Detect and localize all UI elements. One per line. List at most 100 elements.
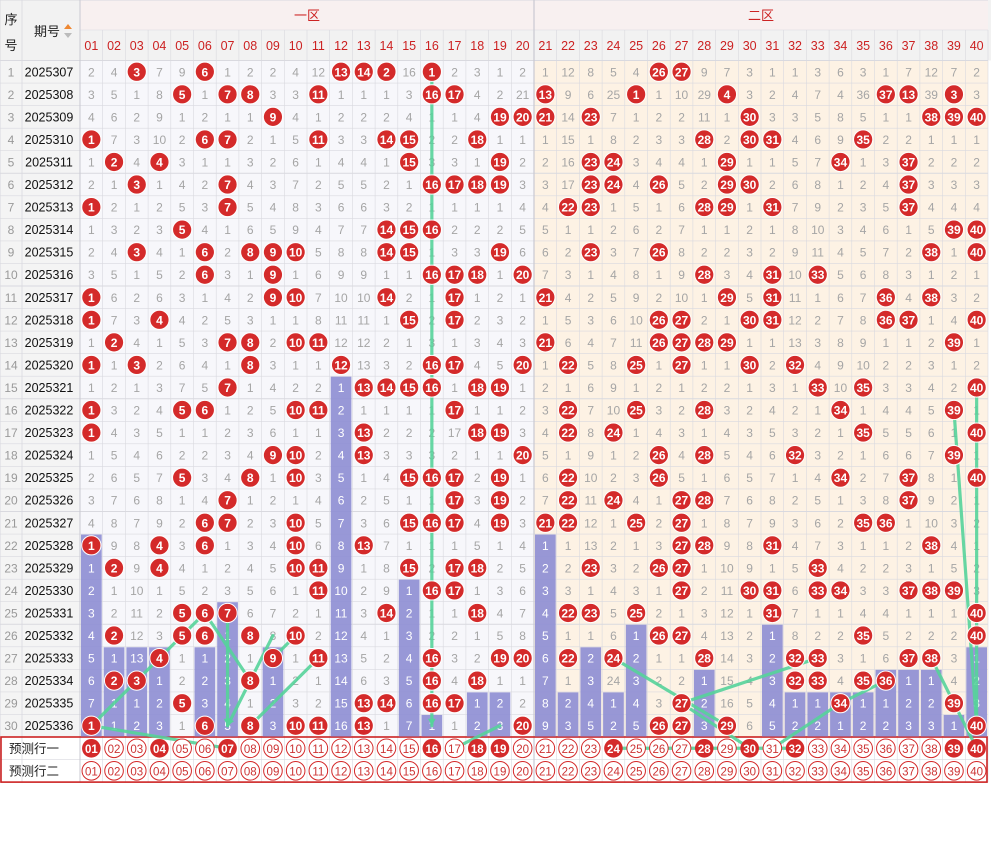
- omission-value: 2: [724, 381, 731, 395]
- omission-value: 1: [746, 381, 753, 395]
- omission-value: 3: [792, 516, 799, 530]
- omission-value: 1: [724, 223, 731, 237]
- forecast-number: 13: [357, 766, 370, 778]
- omission-value: 1: [837, 178, 844, 192]
- omission-value: 5: [724, 449, 731, 463]
- forecast-number: 20: [516, 766, 529, 778]
- omission-value: 1: [814, 291, 821, 305]
- omission-value: 2: [860, 561, 867, 575]
- omission-value: 1: [542, 358, 549, 372]
- omission-value: 1: [179, 652, 186, 666]
- omission-value: 3: [769, 110, 776, 124]
- omission-value: 1: [224, 223, 231, 237]
- drawn-ball-value: 17: [448, 561, 462, 575]
- omission-value: 2: [769, 652, 776, 666]
- forecast-number: 31: [766, 766, 779, 778]
- drawn-ball-value: 22: [561, 494, 575, 508]
- row-seq: 12: [4, 313, 18, 327]
- drawn-ball-value: 10: [289, 516, 303, 530]
- omission-value: 1: [565, 629, 572, 643]
- omission-value: 1: [519, 133, 526, 147]
- omission-value: 9: [111, 539, 118, 553]
- omission-value: 3: [202, 201, 209, 215]
- forecast-number: 09: [267, 766, 280, 778]
- omission-value: 7: [837, 313, 844, 327]
- omission-value: 3: [792, 110, 799, 124]
- omission-value: 1: [406, 404, 413, 418]
- omission-value: 2: [905, 629, 912, 643]
- omission-value: 8: [156, 494, 163, 508]
- omission-value: 5: [88, 652, 95, 666]
- drawn-ball-value: 34: [834, 471, 848, 485]
- omission-value: 9: [360, 268, 367, 282]
- omission-value: 8: [928, 471, 935, 485]
- omission-value: 8: [883, 494, 890, 508]
- drawn-ball-value: 27: [675, 719, 689, 733]
- omission-value: 2: [973, 358, 980, 372]
- omission-value: 7: [792, 201, 799, 215]
- column-number-header: 30: [743, 39, 757, 53]
- omission-value: 1: [111, 178, 118, 192]
- drawn-ball-value: 31: [766, 539, 780, 553]
- omission-value: 5: [883, 201, 890, 215]
- omission-value: 5: [928, 404, 935, 418]
- drawn-ball-value: 21: [539, 110, 553, 124]
- drawn-ball-value: 9: [270, 449, 277, 463]
- omission-value: 2: [883, 719, 890, 733]
- drawn-ball-value: 19: [493, 178, 507, 192]
- forecast-number: 35: [857, 766, 870, 778]
- omission-value: 4: [360, 155, 367, 169]
- drawn-ball-value: 19: [493, 471, 507, 485]
- drawn-ball-value: 40: [970, 426, 984, 440]
- omission-value: 9: [724, 539, 731, 553]
- omission-value: 1: [746, 201, 753, 215]
- drawn-ball-value: 15: [402, 155, 416, 169]
- omission-value: 3: [133, 313, 140, 327]
- row-seq: 4: [8, 133, 15, 147]
- omission-value: 6: [565, 336, 572, 350]
- omission-value: 13: [357, 358, 371, 372]
- omission-value: 17: [448, 426, 462, 440]
- omission-value: 6: [519, 584, 526, 598]
- drawn-ball-value: 40: [970, 381, 984, 395]
- omission-value: 2: [202, 110, 209, 124]
- drawn-ball-value: 37: [902, 201, 916, 215]
- drawn-ball-value: 33: [811, 268, 825, 282]
- omission-value: 5: [814, 494, 821, 508]
- column-number-header: 06: [198, 39, 212, 53]
- omission-value: 4: [179, 178, 186, 192]
- omission-value: 2: [338, 404, 345, 418]
- omission-value: 2: [973, 65, 980, 79]
- column-number-header: 15: [402, 39, 416, 53]
- omission-value: 2: [247, 516, 254, 530]
- drawn-ball-value: 23: [584, 201, 598, 215]
- forecast-number: 26: [652, 744, 665, 756]
- drawn-ball-value: 26: [652, 719, 666, 733]
- omission-value: 3: [951, 516, 958, 530]
- forecast-number: 15: [403, 766, 416, 778]
- row-seq: 21: [4, 516, 18, 530]
- omission-value: 3: [292, 697, 299, 711]
- drawn-ball-value: 24: [607, 494, 621, 508]
- omission-value: 1: [383, 155, 390, 169]
- omission-value: 3: [973, 88, 980, 102]
- column-number-header: 29: [720, 39, 734, 53]
- omission-value: 3: [542, 178, 549, 192]
- omission-value: 4: [860, 606, 867, 620]
- omission-value: 1: [202, 426, 209, 440]
- omission-value: 1: [928, 674, 935, 688]
- omission-value: 7: [883, 246, 890, 260]
- omission-value: 11: [721, 584, 734, 598]
- drawn-ball-value: 10: [289, 291, 303, 305]
- omission-value: 3: [497, 584, 504, 598]
- row-period: 2025316: [25, 268, 74, 282]
- forecast-number: 09: [267, 744, 280, 756]
- drawn-ball-value: 17: [448, 697, 462, 711]
- forecast-number: 25: [630, 766, 643, 778]
- drawn-ball-value: 11: [312, 88, 325, 102]
- omission-value: 7: [88, 697, 95, 711]
- forecast-number: 11: [312, 766, 324, 778]
- drawn-ball-value: 1: [88, 358, 95, 372]
- omission-value: 2: [610, 539, 617, 553]
- row-period: 2025321: [25, 381, 74, 395]
